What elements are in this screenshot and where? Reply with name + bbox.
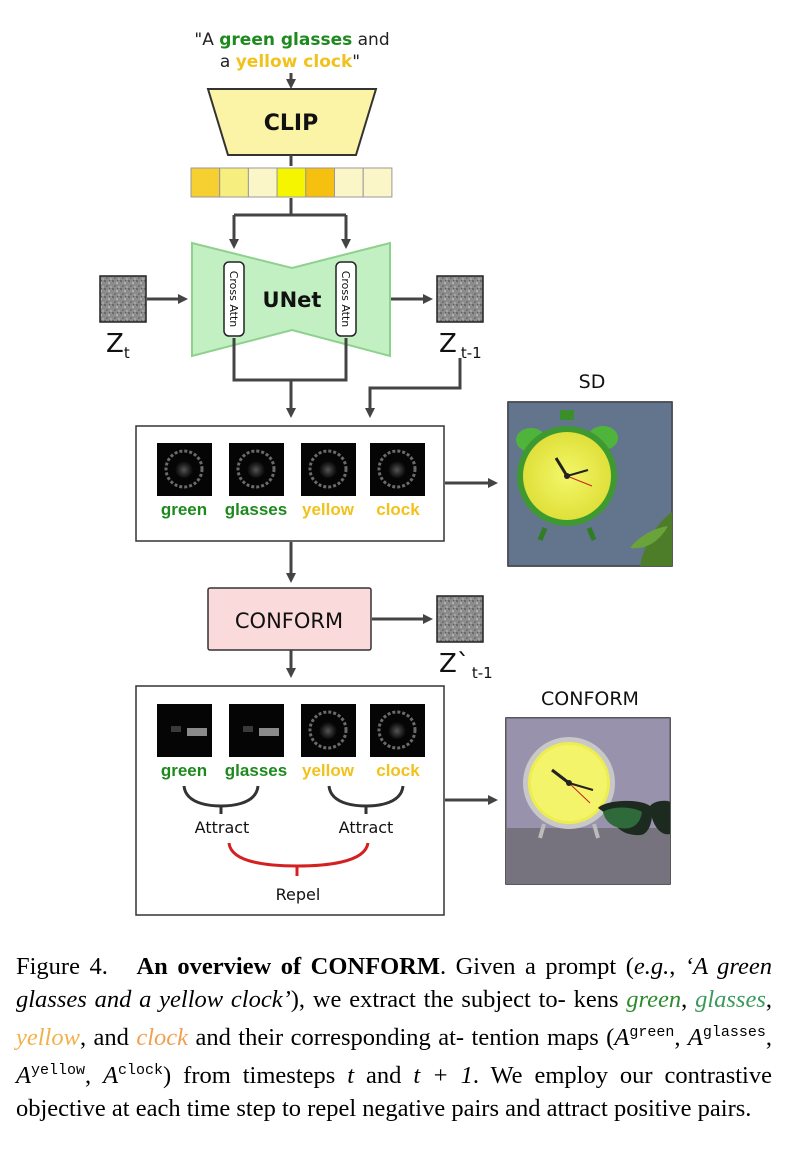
caption-t-var: t (347, 1062, 355, 1090)
cross-attn-left (223, 261, 245, 337)
caption-text-1: . Given a prompt ( (439, 953, 634, 980)
attention-map-core (319, 460, 337, 478)
caption-a-green: A (614, 1024, 630, 1052)
attention-map-blob (259, 728, 279, 736)
caption-a-glasses: A (687, 1024, 703, 1052)
attention-map-blob (308, 449, 348, 489)
clip-label: CLIP (264, 111, 318, 136)
token-embedding-cell (276, 167, 307, 198)
prompt-line-1: "A green glasses and (194, 30, 389, 50)
caption-word-clock: clock (136, 1024, 189, 1052)
unet-label: UNet (263, 288, 322, 312)
unet-to-maps-lines (232, 338, 348, 405)
token-label-yellow: yellow (302, 500, 355, 519)
attention-map-core (247, 460, 265, 478)
caption-sup-glasses: glasses (702, 1024, 766, 1041)
tokens-split-lines (232, 198, 348, 238)
attention-map-core (175, 460, 193, 478)
conform-output-title: CONFORM (541, 688, 639, 710)
sd-output-image (507, 401, 673, 567)
clip-encoder (206, 88, 378, 156)
caption-text-5: ) from timesteps (163, 1062, 348, 1090)
zt-noise-image (99, 275, 147, 323)
caption-prompt: ‘A green glasses and a yellow clock’ (16, 953, 773, 1013)
zt-label: Zt (106, 329, 130, 362)
sd-title: SD (579, 371, 606, 393)
attention-map-blob (187, 728, 207, 736)
attention-map-blob (164, 449, 204, 489)
token-label-yellow: yellow (302, 761, 355, 780)
attention-maps-top (157, 443, 425, 496)
caption-title: An overview of CONFORM (136, 953, 440, 980)
token-labels-bottom: green glasses yellow clock (161, 761, 420, 780)
caption-eg: e.g. (633, 953, 670, 980)
caption-sep-1: , (681, 986, 696, 1013)
caption-text-2: , (669, 953, 685, 980)
overview-figure: "A green glasses and a yellow clock" CLI… (99, 30, 673, 916)
attention-map-blob (377, 710, 417, 750)
attention-map-core (388, 721, 406, 739)
token-embedding-cell (305, 167, 335, 198)
caption-sup-green: green (629, 1024, 675, 1041)
caption-text-4: and their corresponding at- tention maps… (188, 1024, 615, 1052)
attention-map-core (319, 721, 337, 739)
token-label-clock: clock (376, 761, 420, 780)
token-labels-top: green glasses yellow clock (161, 500, 420, 519)
attention-map-core (388, 460, 406, 478)
conform-output-image (505, 717, 671, 885)
attention-map-blob (236, 449, 276, 489)
zt1-noise-image (436, 275, 484, 323)
conform-box-label: CONFORM (235, 609, 343, 633)
prompt-line-2: a yellow clock" (220, 52, 360, 72)
zt1-to-maps-line (368, 358, 462, 408)
attention-maps-bottom (157, 704, 425, 757)
caption-sep-2: , (765, 986, 773, 1013)
token-embedding-cell (362, 167, 393, 198)
zprime-label: Z` t-1 (439, 649, 493, 682)
cross-attn-left-label: Cross Attn (227, 271, 240, 328)
caption-word-green: green (626, 986, 682, 1013)
attention-map-blob (308, 710, 348, 750)
cross-attn-right-label: Cross Attn (339, 271, 352, 328)
token-embedding-row (190, 167, 393, 198)
token-label-clock: clock (376, 500, 420, 519)
caption-sep-3: , and (79, 1024, 137, 1052)
caption-word-yellow: yellow (16, 1024, 80, 1052)
token-embedding-cell (190, 167, 221, 198)
token-embedding-cell (247, 167, 278, 198)
caption-sup-clock: clock (118, 1062, 164, 1080)
caption-t1-expr: t + 1 (413, 1062, 473, 1090)
caption-figure-label: Figure 4. (16, 953, 108, 980)
caption-a-yellow: A (16, 1062, 31, 1090)
caption-a-clock: A (103, 1062, 119, 1090)
token-embedding-cell (334, 167, 364, 198)
token-label-glasses: glasses (225, 500, 287, 519)
caption-text-3: ), we extract the subject to- kens (290, 986, 627, 1013)
caption-text-6: and (354, 1062, 414, 1090)
token-embedding-cell (219, 167, 249, 198)
token-label-glasses: glasses (225, 761, 287, 780)
token-label-green: green (161, 500, 207, 519)
repel-label: Repel (276, 885, 321, 904)
attract-label-left: Attract (195, 818, 250, 837)
figure-caption: Figure 4. An overview of CONFORM. Given … (16, 953, 773, 1123)
attention-map-blob (171, 726, 181, 732)
caption-sup-yellow: yellow (30, 1062, 85, 1080)
caption-word-glasses: glasses (695, 986, 766, 1013)
attention-map-blob (243, 726, 253, 732)
cross-attn-right (335, 261, 357, 337)
caption-text-7: . We employ our contrastive objective at… (16, 1062, 772, 1123)
zprime-noise-image (436, 595, 484, 643)
attention-map-blob (377, 449, 417, 489)
attract-label-right: Attract (339, 818, 394, 837)
token-label-green: green (161, 761, 207, 780)
